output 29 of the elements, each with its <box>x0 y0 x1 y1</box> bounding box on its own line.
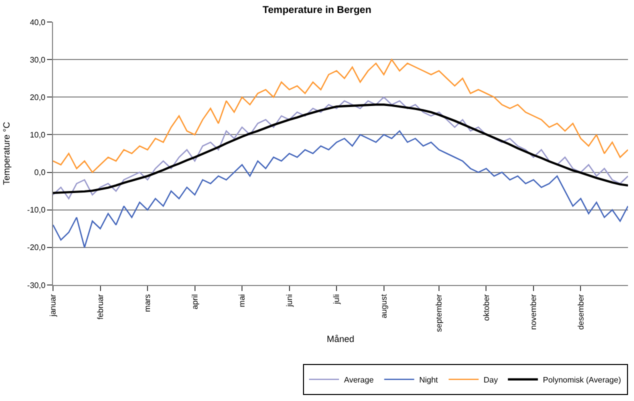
line-series <box>53 58 628 173</box>
chart-title: Temperature in Bergen <box>262 5 372 16</box>
y-tick-label: -20,0 <box>27 243 46 252</box>
x-axis-title: Måned <box>326 334 354 344</box>
y-tick-label: 40,0 <box>30 18 46 27</box>
legend-label: Night <box>419 376 439 385</box>
x-tick-label: mai <box>238 294 247 308</box>
y-tick-label: 30,0 <box>30 55 46 64</box>
y-tick-label: 20,0 <box>30 92 46 102</box>
x-tick-label: februar <box>96 294 105 320</box>
x-tick-label: november <box>529 294 538 330</box>
y-tick-label: 10,0 <box>30 130 46 140</box>
y-tick-label: 0,0 <box>34 168 46 178</box>
line-series <box>53 130 628 248</box>
x-tick-label: januar <box>48 294 58 318</box>
x-tick-label: juni <box>284 294 294 308</box>
y-tick-label: -30,0 <box>27 280 46 290</box>
x-tick-label: mars <box>143 294 152 312</box>
y-tick-label: -10,0 <box>27 206 46 215</box>
x-tick-label: september <box>434 294 444 332</box>
y-axis-title: Temperature °C <box>2 121 12 186</box>
x-tick-label: oktober <box>482 294 491 321</box>
legend-label: Average <box>344 376 374 385</box>
x-tick-label: desember <box>576 294 586 330</box>
x-tick-label: april <box>190 294 200 310</box>
x-tick-label: august <box>379 293 388 318</box>
legend-label: Day <box>484 376 498 385</box>
x-tick-label: juli <box>332 294 342 305</box>
legend-label: Polynomisk (Average) <box>542 376 622 385</box>
